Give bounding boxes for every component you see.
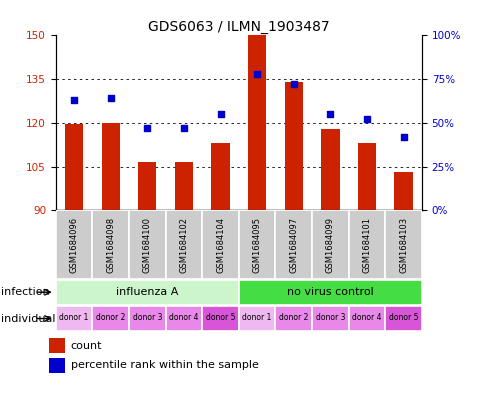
- Text: donor 4: donor 4: [169, 314, 198, 323]
- Text: donor 2: donor 2: [96, 314, 125, 323]
- Point: [143, 125, 151, 131]
- Text: percentile rank within the sample: percentile rank within the sample: [71, 360, 258, 371]
- Bar: [92, 210, 129, 279]
- Point: [289, 81, 297, 88]
- Bar: [166, 306, 202, 331]
- Text: GSM1684101: GSM1684101: [362, 217, 371, 273]
- Bar: [202, 306, 239, 331]
- Title: GDS6063 / ILMN_1903487: GDS6063 / ILMN_1903487: [148, 20, 329, 34]
- Point: [180, 125, 187, 131]
- Bar: [384, 306, 421, 331]
- Bar: [393, 173, 412, 210]
- Bar: [166, 210, 202, 279]
- Text: influenza A: influenza A: [116, 286, 178, 297]
- Bar: [275, 210, 312, 279]
- Bar: [101, 123, 120, 210]
- Bar: [211, 143, 229, 210]
- Bar: [284, 82, 302, 210]
- Point: [216, 111, 224, 117]
- Text: donor 1: donor 1: [242, 314, 272, 323]
- Bar: [247, 35, 266, 210]
- Text: donor 5: donor 5: [388, 314, 418, 323]
- Text: donor 1: donor 1: [59, 314, 89, 323]
- Bar: [56, 210, 92, 279]
- Bar: [49, 358, 65, 373]
- Bar: [384, 210, 421, 279]
- Bar: [138, 162, 156, 210]
- Bar: [239, 279, 421, 305]
- Text: donor 2: donor 2: [278, 314, 308, 323]
- Bar: [320, 129, 339, 210]
- Text: donor 4: donor 4: [351, 314, 381, 323]
- Text: infection: infection: [1, 287, 49, 297]
- Point: [326, 111, 333, 117]
- Point: [70, 97, 78, 103]
- Text: donor 3: donor 3: [315, 314, 345, 323]
- Text: GSM1684097: GSM1684097: [288, 217, 298, 273]
- Text: GSM1684100: GSM1684100: [142, 217, 151, 273]
- Text: individual: individual: [1, 314, 55, 323]
- Text: donor 3: donor 3: [132, 314, 162, 323]
- Bar: [348, 306, 385, 331]
- Text: GSM1684096: GSM1684096: [69, 217, 78, 273]
- Point: [399, 134, 407, 140]
- Text: GSM1684095: GSM1684095: [252, 217, 261, 273]
- Bar: [129, 210, 166, 279]
- Text: GSM1684103: GSM1684103: [398, 217, 408, 273]
- Text: GSM1684102: GSM1684102: [179, 217, 188, 273]
- Bar: [49, 338, 65, 353]
- Bar: [202, 210, 239, 279]
- Text: GSM1684098: GSM1684098: [106, 217, 115, 273]
- Bar: [56, 279, 239, 305]
- Bar: [174, 162, 193, 210]
- Point: [253, 71, 260, 77]
- Bar: [312, 306, 348, 331]
- Text: count: count: [71, 341, 102, 351]
- Point: [106, 95, 114, 101]
- Bar: [312, 210, 348, 279]
- Bar: [56, 306, 92, 331]
- Bar: [129, 306, 166, 331]
- Bar: [348, 210, 385, 279]
- Text: donor 5: donor 5: [205, 314, 235, 323]
- Point: [363, 116, 370, 123]
- Text: no virus control: no virus control: [287, 286, 373, 297]
- Text: GSM1684099: GSM1684099: [325, 217, 334, 273]
- Text: GSM1684104: GSM1684104: [215, 217, 225, 273]
- Bar: [239, 306, 275, 331]
- Bar: [275, 306, 312, 331]
- Bar: [239, 210, 275, 279]
- Bar: [92, 306, 129, 331]
- Bar: [65, 124, 83, 210]
- Bar: [357, 143, 376, 210]
